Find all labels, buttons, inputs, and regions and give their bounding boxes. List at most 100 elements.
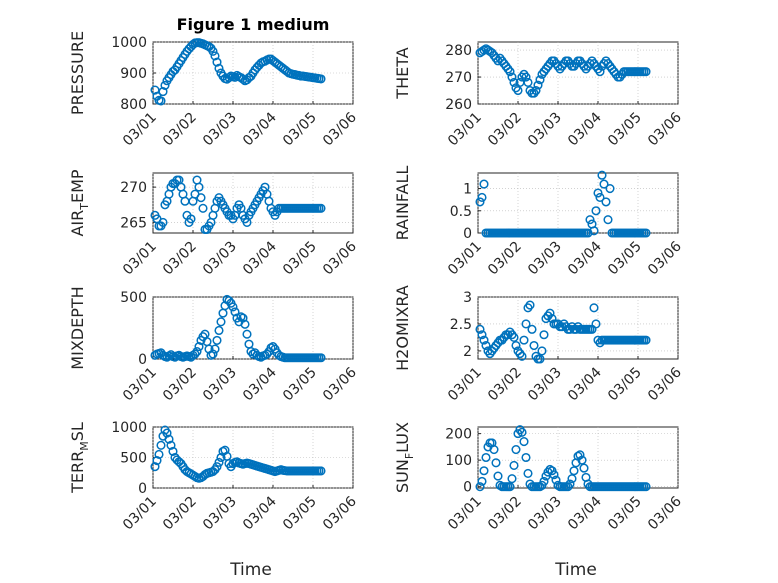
data-point	[210, 51, 220, 61]
data-point	[595, 67, 605, 77]
data-point	[238, 313, 248, 323]
y-axis-label-main: SUN	[393, 459, 412, 493]
y-axis-label: THETA	[393, 47, 412, 99]
data-point	[158, 87, 168, 97]
data-point	[208, 349, 218, 359]
data-point	[160, 80, 170, 90]
data-point	[152, 456, 162, 466]
data-point	[591, 206, 601, 216]
data-point	[242, 329, 252, 339]
data-point	[507, 474, 517, 484]
data-point	[186, 214, 196, 224]
y-tick-label: 270	[445, 70, 472, 86]
data-point	[525, 300, 535, 310]
data-point	[593, 188, 603, 198]
y-tick-label: 100	[445, 453, 472, 469]
data-point	[535, 354, 545, 364]
y-tick-label: 1000	[111, 420, 147, 436]
data-point	[479, 45, 489, 55]
data-point	[523, 468, 533, 478]
y-tick-label: 0	[463, 480, 472, 496]
data-point	[154, 449, 164, 460]
data-point	[537, 346, 547, 356]
y-tick-label: 500	[120, 451, 147, 467]
y-tick-label: 260	[445, 97, 472, 113]
data-point	[230, 307, 240, 317]
data-point	[509, 77, 519, 87]
y-axis-label-end: LUX	[393, 422, 412, 453]
data-point	[162, 428, 172, 438]
y-tick-label: 2.5	[450, 317, 472, 333]
data-point	[533, 80, 543, 90]
y-tick-label: 800	[120, 97, 147, 113]
axes-box	[477, 172, 679, 234]
data-point	[519, 437, 529, 447]
data-point	[641, 228, 651, 238]
y-axis-label-subscript: T	[78, 203, 91, 211]
data-point	[597, 170, 607, 180]
data-point	[509, 460, 519, 471]
data-point	[517, 351, 527, 361]
data-point	[509, 332, 519, 342]
data-point	[196, 193, 206, 203]
data-point	[150, 462, 160, 472]
y-axis-label: MIXDEPTH	[68, 286, 87, 369]
data-point	[507, 72, 517, 82]
data-point	[477, 330, 487, 340]
data-point	[513, 85, 523, 96]
data-point	[316, 74, 326, 84]
data-point	[475, 197, 485, 207]
data-point	[531, 85, 541, 96]
data-point	[521, 452, 531, 463]
data-point	[166, 440, 176, 450]
data-point	[210, 344, 220, 354]
data-point	[208, 46, 218, 56]
y-tick-label: 0	[138, 352, 147, 368]
y-tick-label: 0	[138, 481, 147, 497]
data-point	[577, 455, 587, 465]
y-tick-label: 3	[463, 290, 472, 306]
y-tick-label: 0	[463, 226, 472, 242]
data-point	[569, 466, 579, 476]
data-point	[477, 192, 487, 202]
y-tick-label: 500	[120, 290, 147, 306]
data-point	[575, 450, 585, 460]
data-point	[549, 470, 559, 480]
x-axis-label: Time	[554, 560, 597, 580]
data-point	[489, 444, 499, 455]
y-axis-label: PRESSURE	[68, 31, 87, 115]
data-point	[515, 425, 525, 435]
data-point	[505, 482, 515, 492]
data-point	[212, 462, 222, 472]
data-point	[190, 349, 200, 359]
data-point	[641, 482, 651, 492]
data-point	[529, 340, 539, 351]
y-tick-label: 200	[445, 427, 472, 443]
data-point	[603, 215, 613, 225]
data-point	[262, 349, 272, 359]
data-point	[479, 335, 489, 345]
data-point	[240, 319, 250, 329]
data-point	[316, 353, 326, 363]
y-tick-label: 2	[463, 344, 472, 360]
y-tick-label: 0.5	[450, 204, 472, 220]
data-point	[519, 335, 529, 345]
y-axis-label-main: AIR	[68, 210, 87, 237]
data-point	[228, 302, 238, 312]
data-point	[579, 463, 589, 473]
data-point	[224, 296, 234, 306]
data-point	[493, 471, 503, 481]
data-point	[216, 452, 226, 463]
data-point	[158, 217, 168, 227]
y-axis-label: H2OMIXRA	[393, 285, 412, 371]
y-axis-label-subscript: M	[78, 441, 91, 451]
data-point	[589, 303, 599, 313]
y-tick-label: 280	[445, 43, 472, 59]
data-point	[605, 184, 615, 194]
y-axis-label-end: EMP	[68, 169, 87, 203]
data-point	[567, 474, 577, 484]
data-point	[216, 317, 226, 327]
data-point	[601, 197, 611, 207]
data-point	[230, 72, 240, 82]
